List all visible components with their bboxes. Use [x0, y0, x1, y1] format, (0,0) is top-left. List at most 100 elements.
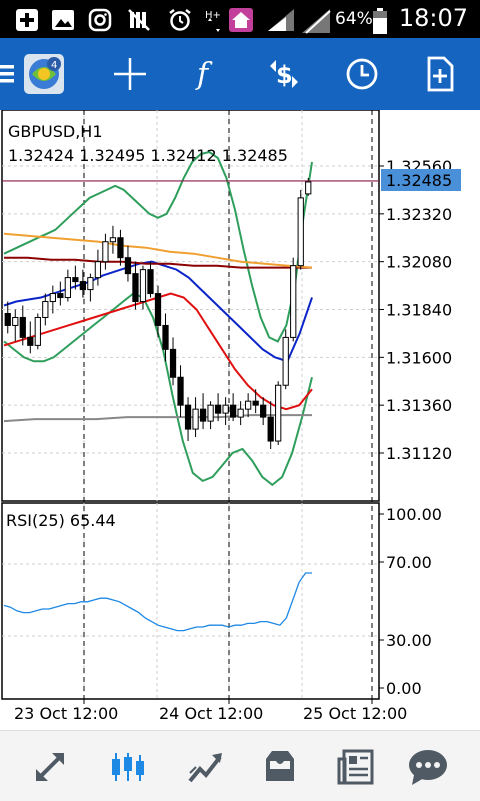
- candle-body: [94, 261, 102, 279]
- data-arrows-icon: H+: [204, 7, 226, 37]
- symbol-change-icon[interactable]: $: [262, 52, 306, 96]
- svg-text:$: $: [276, 61, 293, 89]
- candle-body: [282, 336, 289, 386]
- indicator-line: [3, 232, 313, 269]
- status-bar: H+ 64% 18:07: [0, 0, 480, 38]
- candle-body: [57, 293, 64, 299]
- instagram-icon: [87, 7, 113, 37]
- grid-lines: [2, 110, 379, 699]
- quotes-icon[interactable]: [26, 743, 74, 791]
- rsi-tick-label: 0.00: [386, 679, 422, 698]
- candle-body: [4, 312, 11, 326]
- candle-body: [290, 265, 297, 338]
- current-price-tag: [381, 169, 461, 191]
- rsi-axis: 100.00 70.00 30.00 0.00: [379, 505, 442, 698]
- chat-icon[interactable]: [404, 743, 452, 791]
- time-tick-label: 23 Oct 12:00: [14, 704, 118, 723]
- candle-body: [237, 408, 244, 418]
- candle-body: [162, 324, 169, 350]
- bottom-navigation: [0, 730, 480, 801]
- candle-body: [222, 404, 229, 414]
- candle-body: [109, 237, 117, 243]
- crosshair-icon[interactable]: [108, 52, 152, 96]
- menu-icon[interactable]: [0, 52, 20, 96]
- svg-text:H+: H+: [205, 10, 221, 21]
- indicator-line: [4, 256, 312, 269]
- candle-body: [132, 273, 139, 303]
- indicators-icon[interactable]: f: [184, 52, 228, 96]
- candle-body: [124, 257, 132, 275]
- candle-body: [297, 197, 304, 267]
- candle-body: [87, 277, 94, 291]
- main-chart-frame: [1, 110, 380, 502]
- candle-body: [245, 400, 252, 410]
- candle-body: [42, 301, 49, 318]
- signal-icon: [266, 7, 296, 37]
- app-toolbar: 4 f $: [0, 38, 480, 110]
- candle-body: [79, 281, 87, 291]
- rsi-tick-label: 100.00: [386, 505, 442, 524]
- candle-body: [267, 416, 274, 442]
- chart-canvas[interactable]: 1.325601.323201.320801.318401.316001.313…: [0, 110, 480, 730]
- candle-body: [305, 181, 312, 195]
- candle-body: [49, 293, 56, 303]
- add-box-icon: [14, 7, 40, 37]
- battery-percent: 64%: [335, 9, 373, 29]
- candle-body: [199, 408, 207, 422]
- price-tick-label: 1.31840: [386, 301, 452, 320]
- signal-icon: [300, 7, 332, 39]
- candle-body: [192, 408, 199, 430]
- mute-icon: [126, 7, 152, 37]
- rsi-line: [3, 572, 312, 632]
- history-icon[interactable]: [256, 743, 304, 791]
- time-tick-label: 24 Oct 12:00: [159, 704, 263, 723]
- price-tick-label: 1.32080: [386, 253, 452, 272]
- time-axis: 23 Oct 12:00 24 Oct 12:00 25 Oct 12:00: [14, 699, 407, 723]
- price-chart[interactable]: 1.32560 1.32320 1.32080 1.31840 1.31600 1.313…: [0, 110, 480, 730]
- current-price-label: 1.32485: [386, 171, 452, 190]
- candle-body: [117, 237, 124, 259]
- candle-body: [260, 404, 267, 418]
- rsi-tick-label: 30.00: [386, 631, 432, 650]
- candle-body: [275, 384, 282, 442]
- price-tick-label: 1.32320: [386, 205, 452, 224]
- home-icon: [228, 7, 254, 37]
- candle-body: [207, 404, 214, 422]
- candle-body: [147, 269, 154, 295]
- trade-icon[interactable]: [182, 743, 230, 791]
- time-tick-label: 25 Oct 12:00: [303, 704, 407, 723]
- period-separators: [83, 110, 373, 699]
- news-icon[interactable]: [332, 743, 380, 791]
- candle-body: [177, 376, 184, 406]
- alarm-icon: [167, 7, 193, 37]
- new-order-icon[interactable]: [418, 52, 462, 96]
- rsi-label: RSI(25) 65.44: [6, 511, 116, 530]
- candle-body: [229, 404, 237, 418]
- svg-text:4: 4: [51, 60, 57, 71]
- candles: [4, 177, 312, 450]
- image-icon: [50, 7, 76, 37]
- price-tick-label: 1.31600: [386, 348, 452, 367]
- price-tick-label: 1.31360: [386, 396, 452, 415]
- candle-body: [27, 336, 34, 346]
- candle-body: [34, 316, 41, 346]
- timeframe-icon[interactable]: [340, 52, 384, 96]
- candle-body: [214, 404, 222, 414]
- rsi-tick-label: 70.00: [386, 553, 432, 572]
- price-axis: 1.325601.323201.320801.318401.316001.313…: [379, 157, 452, 463]
- candle-body: [64, 277, 71, 299]
- rsi-chart-frame: [1, 502, 380, 700]
- chart-icon[interactable]: [104, 743, 152, 791]
- metatrader-logo-icon[interactable]: 4: [22, 52, 66, 96]
- ohlc-label: 1.32424 1.32495 1.32412 1.32485: [8, 146, 288, 165]
- candle-body: [12, 316, 19, 326]
- candle-body: [252, 400, 259, 406]
- candle-body: [19, 316, 26, 338]
- price-tick-label: 1.31120: [386, 444, 452, 463]
- candle-body: [154, 293, 162, 326]
- candle-body: [72, 277, 79, 283]
- candle-body: [102, 241, 109, 263]
- battery-icon: [372, 7, 388, 39]
- rsi-series: [3, 572, 312, 632]
- candle-body: [184, 404, 192, 430]
